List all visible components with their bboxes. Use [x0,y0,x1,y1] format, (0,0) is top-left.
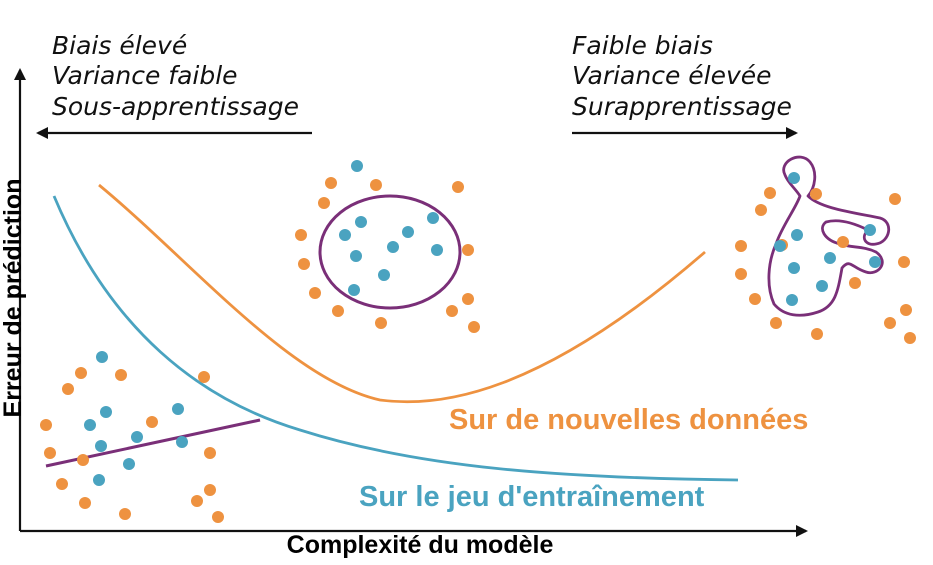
point-class-b [96,351,108,363]
inset-good-fit [295,160,480,333]
point-class-b [402,226,414,238]
point-class-b [351,160,363,172]
point-class-a [325,177,337,189]
point-class-a [40,419,52,431]
point-class-b [378,269,390,281]
point-class-a [212,511,224,523]
point-class-a [898,256,910,268]
point-class-a [468,321,480,333]
point-class-a [309,287,321,299]
point-class-b [123,458,135,470]
point-class-b [824,252,836,264]
point-class-a [900,304,912,316]
point-class-a [191,495,203,507]
point-class-a [146,416,158,428]
good-fit-points [295,160,480,333]
point-class-a [119,508,131,520]
point-class-b [348,284,360,296]
point-class-a [370,179,382,191]
underfit-points [40,351,224,523]
point-class-a [115,369,127,381]
point-class-b [339,229,351,241]
point-class-a [462,293,474,305]
point-class-b [176,436,188,448]
point-class-b [172,403,184,415]
point-class-a [764,187,776,199]
point-class-a [735,268,747,280]
point-class-b [788,262,800,274]
point-class-a [375,317,387,329]
point-class-b [355,216,367,228]
point-class-b [350,250,362,262]
regime-right-line-3: Surapprentissage [572,92,792,121]
point-class-a [44,447,56,459]
point-class-b [100,406,112,418]
overfit-points [735,172,916,344]
point-class-a [295,229,307,241]
point-class-a [452,181,464,193]
point-class-a [332,305,344,317]
point-class-a [56,478,68,490]
point-class-b [95,440,107,452]
overfit-model-boundary [767,155,890,317]
point-class-b [387,241,399,253]
point-class-a [755,204,767,216]
point-class-a [770,317,782,329]
y-axis-label: Erreur de prédiction [0,179,27,418]
point-class-a [749,293,761,305]
point-class-b [131,431,143,443]
regime-left-line-2: Variance faible [52,61,238,90]
point-class-a [904,332,916,344]
point-class-b [791,229,803,241]
regime-left-line-1: Biais élevé [52,31,187,60]
point-class-a [75,367,87,379]
point-class-a [318,197,330,209]
point-class-a [79,497,91,509]
point-class-a [204,484,216,496]
good-fit-model-ellipse [318,194,462,310]
point-class-a [462,244,474,256]
train-error-curve [52,195,739,482]
point-class-a [735,240,747,252]
point-class-b [427,212,439,224]
point-class-a [298,258,310,270]
inset-underfit [40,351,261,523]
point-class-a [884,317,896,329]
point-class-a [837,236,849,248]
point-class-a [446,305,458,317]
point-class-a [889,193,901,205]
regime-left-line-3: Sous-apprentissage [52,92,299,121]
regime-right: Faible biais Variance élevée Surapprenti… [572,31,798,139]
regime-right-line-2: Variance élevée [572,61,772,90]
inset-overfit [735,155,916,344]
point-class-b [431,244,443,256]
regime-right-line-1: Faible biais [572,31,713,60]
test-curve-label: Sur de nouvelles données [449,404,808,436]
point-class-a [62,383,74,395]
point-class-a [77,454,89,466]
point-class-b [786,294,798,306]
point-class-a [198,371,210,383]
point-class-b [788,172,800,184]
point-class-a [849,277,861,289]
point-class-a [810,188,822,200]
test-error-curve [98,183,706,404]
train-curve-label: Sur le jeu d'entraînement [359,481,705,513]
point-class-a [811,328,823,340]
point-class-b [774,240,786,252]
point-class-b [93,474,105,486]
point-class-b [816,280,828,292]
point-class-b [864,224,876,236]
point-class-b [869,256,881,268]
point-class-a [204,447,216,459]
x-axis-label: Complexité du modèle [287,531,554,559]
regime-left: Biais élevé Variance faible Sous-apprent… [36,31,312,139]
point-class-b [84,419,96,431]
